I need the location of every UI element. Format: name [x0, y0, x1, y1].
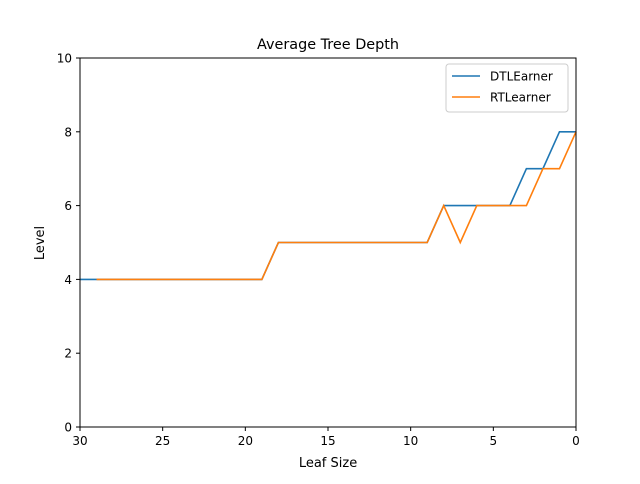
legend-label: RTLearner: [490, 91, 551, 105]
x-tick-label: 0: [572, 434, 580, 448]
y-tick-label: 6: [64, 199, 72, 213]
x-tick-label: 5: [490, 434, 498, 448]
x-tick-label: 10: [403, 434, 418, 448]
y-tick-label: 2: [64, 347, 72, 361]
y-tick-label: 0: [64, 421, 72, 435]
y-tick-label: 8: [64, 125, 72, 139]
series-line-rtlearner: [96, 131, 577, 281]
x-tick-label: 15: [320, 434, 335, 448]
series-layer: [80, 131, 577, 281]
chart-title: Average Tree Depth: [257, 37, 399, 53]
x-axis-label: Leaf Size: [299, 456, 357, 471]
plot-frame: [79, 57, 577, 428]
legend: DTLEarner RTLearner: [445, 63, 569, 113]
y-tick-label: 4: [64, 273, 72, 287]
x-axis-ticks: 30 25 20 15 10 5 0: [72, 427, 580, 448]
y-axis-label: Level: [33, 226, 48, 260]
y-tick-label: 10: [57, 52, 72, 66]
x-tick-label: 25: [155, 434, 170, 448]
x-tick-label: 30: [72, 434, 87, 448]
legend-label: DTLEarner: [490, 70, 553, 84]
y-axis-ticks: 0 2 4 6 8 10: [57, 52, 80, 435]
x-tick-label: 20: [238, 434, 253, 448]
